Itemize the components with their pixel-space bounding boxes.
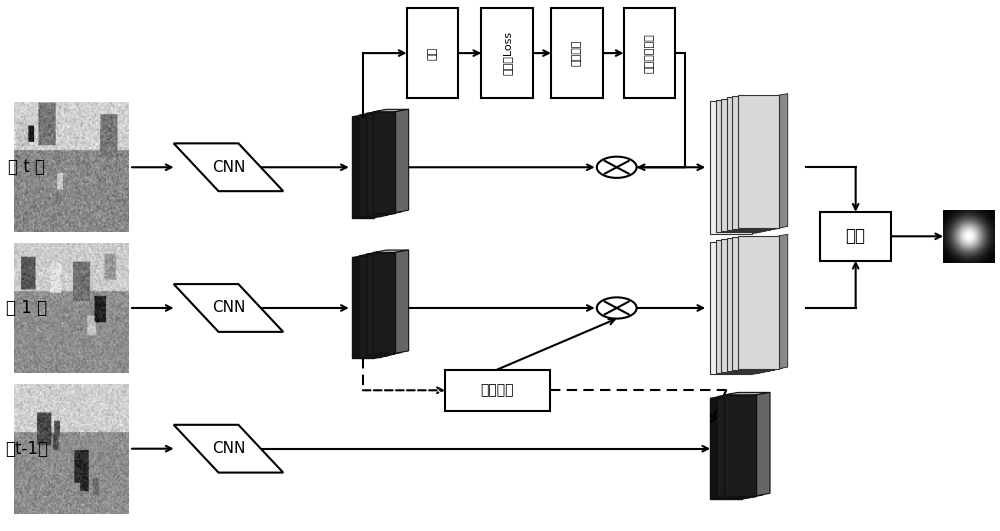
Polygon shape — [779, 93, 788, 228]
Polygon shape — [352, 258, 374, 358]
Polygon shape — [774, 236, 782, 370]
Polygon shape — [756, 392, 770, 496]
Polygon shape — [373, 250, 409, 253]
Polygon shape — [381, 113, 395, 216]
FancyBboxPatch shape — [445, 370, 550, 411]
FancyBboxPatch shape — [407, 8, 458, 98]
Polygon shape — [724, 395, 756, 496]
Polygon shape — [717, 397, 749, 498]
Polygon shape — [721, 99, 763, 232]
Polygon shape — [366, 114, 388, 215]
Polygon shape — [717, 394, 763, 397]
FancyBboxPatch shape — [624, 8, 675, 98]
Text: 梯度传播: 梯度传播 — [572, 40, 582, 66]
Polygon shape — [710, 396, 756, 398]
Polygon shape — [381, 253, 395, 357]
FancyBboxPatch shape — [481, 8, 533, 98]
FancyBboxPatch shape — [551, 8, 603, 98]
Text: CNN: CNN — [212, 301, 245, 315]
Text: 相关: 相关 — [846, 227, 866, 245]
Polygon shape — [352, 255, 388, 258]
Text: 全局平均池化: 全局平均池化 — [645, 33, 655, 73]
Polygon shape — [373, 253, 395, 354]
Polygon shape — [769, 237, 777, 371]
Circle shape — [597, 157, 637, 178]
Polygon shape — [732, 96, 774, 229]
Polygon shape — [352, 114, 388, 117]
Polygon shape — [373, 109, 409, 112]
Polygon shape — [749, 394, 763, 498]
Polygon shape — [373, 112, 395, 213]
Polygon shape — [395, 250, 409, 354]
Polygon shape — [374, 255, 388, 358]
Polygon shape — [763, 97, 771, 232]
Polygon shape — [716, 241, 758, 373]
Polygon shape — [366, 111, 402, 114]
Polygon shape — [710, 101, 752, 234]
Text: 第 1 帧: 第 1 帧 — [6, 299, 47, 317]
Polygon shape — [174, 143, 283, 191]
Polygon shape — [774, 95, 782, 229]
Polygon shape — [366, 254, 388, 355]
Polygon shape — [359, 115, 381, 216]
Polygon shape — [716, 100, 758, 233]
Polygon shape — [374, 114, 388, 218]
Text: 第t-1帧: 第t-1帧 — [5, 440, 48, 458]
Text: 岭回归Loss: 岭回归Loss — [502, 31, 512, 75]
Circle shape — [597, 297, 637, 319]
Polygon shape — [727, 238, 769, 371]
Polygon shape — [174, 284, 283, 332]
Polygon shape — [752, 99, 760, 234]
Polygon shape — [395, 109, 409, 213]
Polygon shape — [366, 252, 402, 254]
Polygon shape — [758, 98, 766, 233]
Polygon shape — [721, 239, 763, 372]
Polygon shape — [738, 95, 779, 228]
Text: 卷积: 卷积 — [428, 47, 438, 59]
Polygon shape — [732, 237, 774, 370]
Polygon shape — [710, 398, 742, 499]
Polygon shape — [724, 392, 770, 395]
Text: CNN: CNN — [212, 160, 245, 175]
Polygon shape — [727, 97, 769, 230]
Text: 第 t 帧: 第 t 帧 — [8, 158, 45, 176]
Polygon shape — [738, 236, 779, 369]
Polygon shape — [388, 111, 402, 215]
Polygon shape — [758, 239, 766, 373]
Polygon shape — [742, 396, 756, 499]
Polygon shape — [710, 242, 752, 374]
Polygon shape — [359, 256, 381, 357]
Polygon shape — [388, 252, 402, 355]
Polygon shape — [352, 117, 374, 218]
Polygon shape — [763, 238, 771, 372]
Polygon shape — [359, 253, 395, 256]
Text: CNN: CNN — [212, 441, 245, 456]
Polygon shape — [752, 240, 760, 374]
Polygon shape — [359, 113, 395, 115]
Polygon shape — [779, 234, 788, 369]
Polygon shape — [174, 425, 283, 473]
Text: 干扰因子: 干扰因子 — [480, 383, 514, 397]
FancyBboxPatch shape — [820, 212, 891, 261]
Polygon shape — [769, 96, 777, 230]
